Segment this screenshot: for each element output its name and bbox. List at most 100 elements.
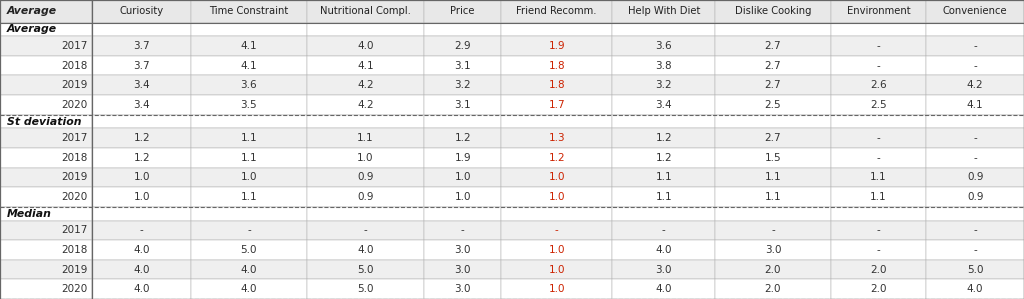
Text: 2.9: 2.9 [455,41,471,51]
Bar [92,22,191,36]
Text: -: - [973,153,977,163]
Bar [715,75,830,95]
Text: 3.4: 3.4 [655,100,672,110]
Bar [501,22,612,36]
Bar [0,168,92,187]
Text: -: - [461,225,465,235]
Bar [92,168,191,187]
Bar [424,207,501,221]
Bar [612,221,715,240]
Bar [424,279,501,299]
Text: 4.1: 4.1 [357,61,374,71]
Bar [0,115,92,129]
Bar [0,22,92,36]
Text: 2.0: 2.0 [870,265,887,274]
Bar [306,279,424,299]
Text: 5.0: 5.0 [357,284,374,294]
Bar [92,187,191,207]
Text: 1.9: 1.9 [548,41,565,51]
Bar [191,22,306,36]
Text: -: - [364,225,368,235]
Bar [191,75,306,95]
Bar [0,36,92,56]
Bar [191,240,306,260]
Text: Average: Average [7,6,57,16]
Text: -: - [771,225,775,235]
Bar [191,115,306,129]
Bar [612,0,715,22]
Text: 4.2: 4.2 [357,80,374,90]
Bar [927,207,1024,221]
Text: 1.0: 1.0 [549,265,565,274]
Bar [715,187,830,207]
Text: -: - [247,225,251,235]
Bar [306,207,424,221]
Text: -: - [973,245,977,255]
Bar [927,0,1024,22]
Text: 4.0: 4.0 [133,284,151,294]
Text: 1.1: 1.1 [765,192,781,202]
Text: 4.0: 4.0 [655,284,672,294]
Bar [612,36,715,56]
Bar [715,22,830,36]
Bar [715,240,830,260]
Bar [501,95,612,115]
Text: 3.1: 3.1 [455,100,471,110]
Text: 3.2: 3.2 [655,80,672,90]
Text: 1.0: 1.0 [241,173,257,182]
Bar [306,221,424,240]
Text: 1.2: 1.2 [655,133,672,143]
Bar [191,0,306,22]
Bar [306,75,424,95]
Text: -: - [877,61,881,71]
Bar [424,129,501,148]
Text: 2017: 2017 [60,133,87,143]
Text: 3.0: 3.0 [455,265,471,274]
Bar [715,279,830,299]
Bar [306,95,424,115]
Bar [0,148,92,168]
Text: 1.1: 1.1 [655,192,672,202]
Bar [0,207,92,221]
Bar [501,56,612,75]
Text: 4.0: 4.0 [967,284,983,294]
Text: 4.0: 4.0 [133,245,151,255]
Bar [306,240,424,260]
Bar [830,129,927,148]
Text: 2020: 2020 [61,284,87,294]
Text: 3.0: 3.0 [455,284,471,294]
Bar [830,187,927,207]
Bar [501,36,612,56]
Bar [306,36,424,56]
Text: 3.5: 3.5 [241,100,257,110]
Text: 3.7: 3.7 [133,61,151,71]
Bar [612,279,715,299]
Bar [927,221,1024,240]
Bar [927,260,1024,279]
Text: 3.0: 3.0 [765,245,781,255]
Bar [191,56,306,75]
Text: 5.0: 5.0 [357,265,374,274]
Bar [830,240,927,260]
Text: 1.1: 1.1 [241,153,257,163]
Bar [424,22,501,36]
Text: 1.0: 1.0 [549,284,565,294]
Text: 2.5: 2.5 [765,100,781,110]
Text: 2.7: 2.7 [765,133,781,143]
Bar [612,207,715,221]
Text: 3.4: 3.4 [133,100,151,110]
Text: 4.2: 4.2 [357,100,374,110]
Text: 1.2: 1.2 [133,153,151,163]
Text: 2.0: 2.0 [870,284,887,294]
Bar [191,36,306,56]
Text: 2.7: 2.7 [765,80,781,90]
Text: -: - [973,41,977,51]
Text: 1.0: 1.0 [549,173,565,182]
Text: Curiosity: Curiosity [120,6,164,16]
Text: 2019: 2019 [60,265,87,274]
Text: 3.6: 3.6 [241,80,257,90]
Text: 1.0: 1.0 [357,153,374,163]
Bar [424,168,501,187]
Bar [92,260,191,279]
Text: -: - [877,153,881,163]
